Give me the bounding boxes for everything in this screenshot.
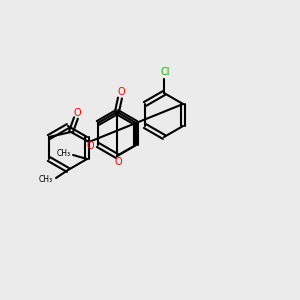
Text: O: O bbox=[117, 87, 125, 97]
Text: O: O bbox=[73, 108, 81, 118]
Text: CH₃: CH₃ bbox=[39, 175, 53, 184]
Text: O: O bbox=[86, 141, 94, 151]
Text: Cl: Cl bbox=[160, 67, 170, 77]
Text: CH₃: CH₃ bbox=[57, 149, 71, 158]
Text: O: O bbox=[114, 157, 122, 167]
